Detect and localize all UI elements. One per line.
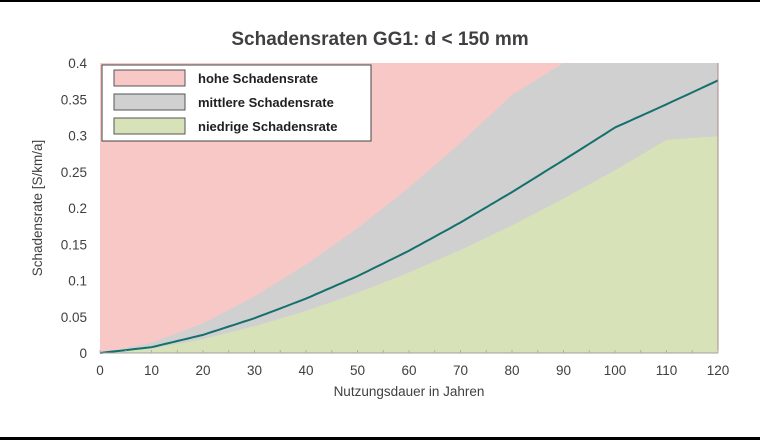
x-tick-label: 110 [656,363,678,378]
x-tick-label: 100 [604,363,627,378]
x-tick-label: 50 [350,363,365,378]
x-tick-label: 20 [195,363,210,378]
legend-swatch [113,69,186,87]
x-tick-label: 30 [247,363,262,378]
top-border [0,0,760,2]
chart-title: Schadensraten GG1: d < 150 mm [231,29,529,50]
mean-curve-line [99,79,719,354]
x-tick-label: 10 [144,363,159,378]
y-tick-label: 0.25 [61,165,87,180]
x-tick-label: 70 [453,363,468,378]
y-axis-label: Schadensrate [S/km/a] [30,140,45,277]
legend-label: hohe Schadensrate [198,71,318,86]
y-tick-label: 0 [79,346,87,361]
y-tick-label: 0.1 [68,274,87,289]
y-tick-label: 0.3 [68,129,87,144]
y-tick-label: 0.35 [61,92,87,107]
x-tick-label: 120 [707,363,730,378]
legend-label: mittlere Schadensrate [198,95,334,110]
legend-swatch [113,117,186,135]
y-tick-label: 0.4 [68,56,87,71]
bottom-border [0,437,760,440]
y-tick-label: 0.2 [68,201,87,216]
legend-swatch [113,93,186,111]
y-tick-label: 0.05 [61,310,87,325]
y-tick-label: 0.15 [61,237,87,252]
x-tick-label: 60 [401,363,416,378]
low-rate-area [100,136,718,353]
x-tick-label: 90 [556,363,571,378]
x-tick-label: 40 [298,363,313,378]
x-axis-label: Nutzungsdauer in Jahren [334,384,485,399]
x-tick-label: 80 [504,363,519,378]
x-tick-label: 0 [96,363,104,378]
legend-label: niedrige Schadensrate [198,119,337,134]
